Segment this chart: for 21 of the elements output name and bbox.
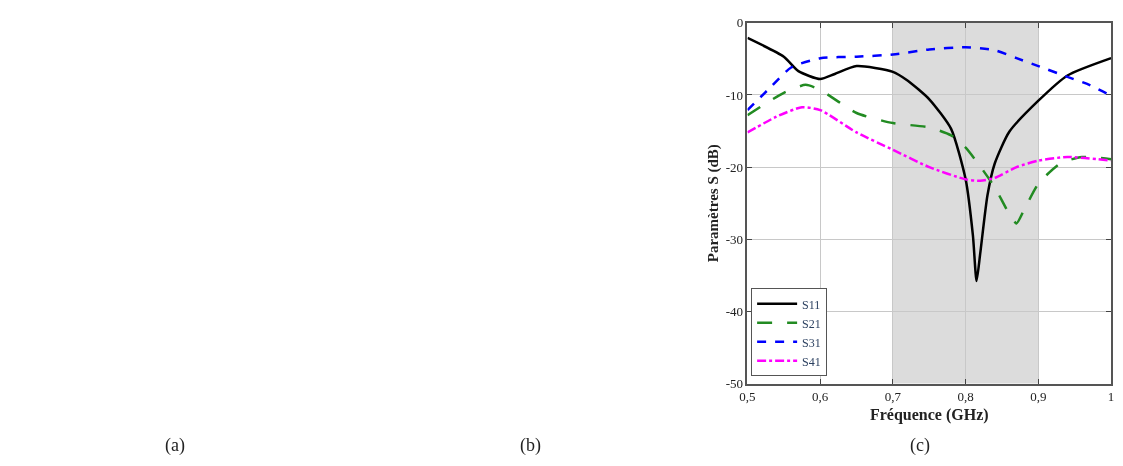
- y-tick-label: -20: [725, 159, 744, 175]
- text: (b): [520, 435, 541, 456]
- x-tick-label: 1: [1107, 388, 1115, 404]
- legend-label: S11: [802, 297, 821, 312]
- text: (a): [165, 435, 185, 456]
- x-tick-label: 0,6: [812, 388, 829, 404]
- line-series: [747, 36, 1112, 283]
- legend-label: S31: [802, 335, 821, 350]
- y-tick-label: 0: [736, 15, 744, 31]
- legend-label: S21: [802, 316, 821, 331]
- x-tick-label: 0,9: [1030, 388, 1047, 404]
- text: (c): [910, 435, 930, 456]
- y-tick-label: -40: [725, 303, 744, 319]
- x-tick-label: 0,8: [957, 388, 974, 404]
- x-axis-title: Fréquence (GHz): [869, 406, 989, 425]
- y-tick-label: -10: [725, 87, 744, 103]
- line-series: [747, 83, 1112, 225]
- legend-label: S41: [802, 354, 821, 369]
- y-tick-label: -30: [725, 231, 744, 247]
- x-tick-label: 0,7: [884, 388, 902, 404]
- y-axis-title: Paramètres S (dB): [704, 144, 722, 263]
